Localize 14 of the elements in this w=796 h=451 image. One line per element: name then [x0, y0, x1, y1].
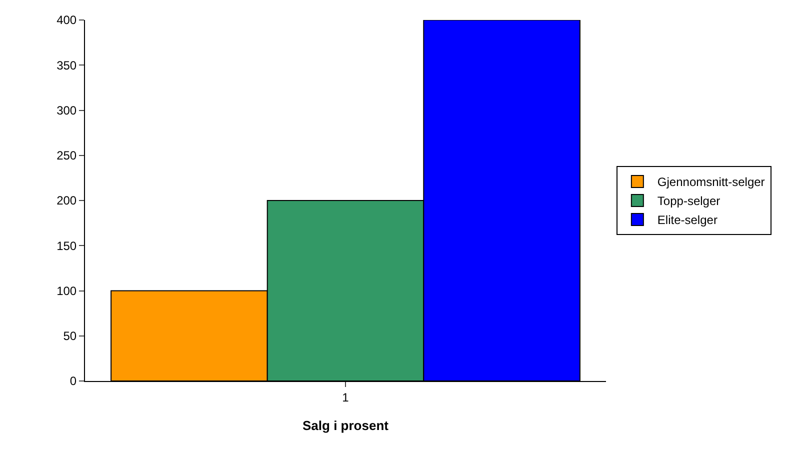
y-tick-label: 250: [56, 148, 77, 163]
y-tick-label: 0: [70, 374, 77, 388]
y-tick-label: 200: [56, 194, 77, 208]
legend-label: Elite-selger: [657, 213, 718, 228]
legend-label: Gjennomsnitt-selger: [657, 175, 765, 190]
y-tick-label: 100: [56, 284, 77, 298]
y-tick-label: 150: [56, 238, 77, 253]
legend-label: Topp-selger: [657, 194, 720, 208]
y-tick-label: 300: [56, 103, 77, 118]
y-tick-label: 400: [56, 13, 77, 28]
x-axis-title: Salg i prosent: [302, 418, 390, 433]
y-tick-label: 350: [56, 58, 77, 72]
y-tick-label: 50: [63, 329, 77, 344]
x-tick-label: 1: [342, 390, 350, 404]
